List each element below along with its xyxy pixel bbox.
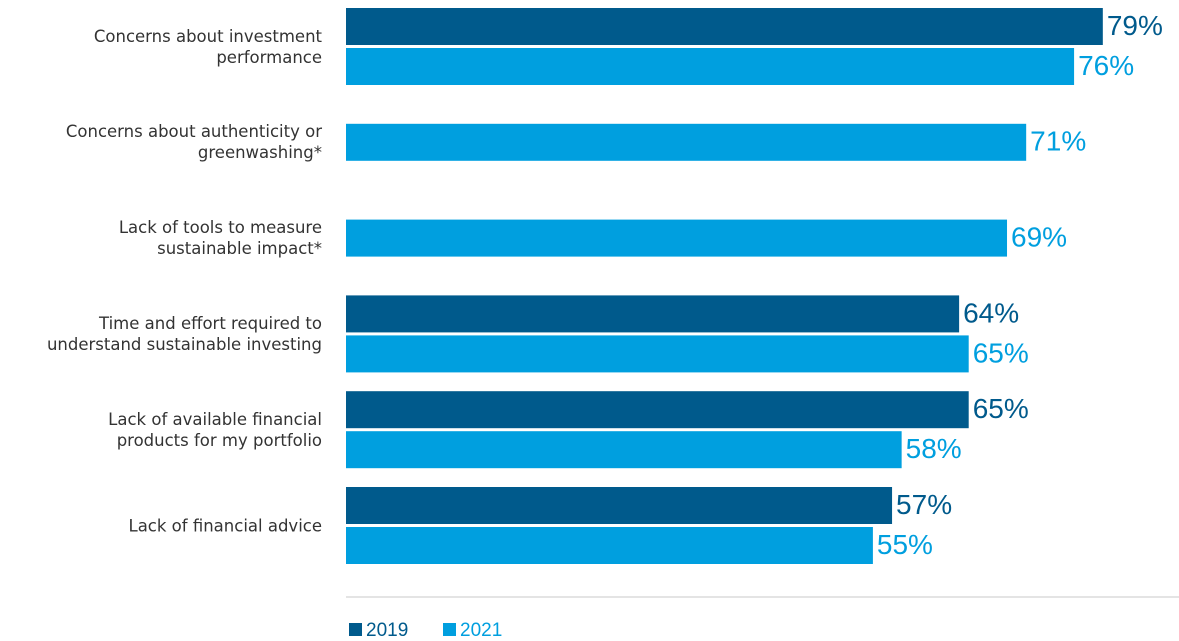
category-label: Lack of financial advice xyxy=(128,516,323,535)
value-label: 57% xyxy=(896,489,952,520)
value-label: 71% xyxy=(1030,126,1086,157)
value-label: 55% xyxy=(877,529,933,560)
value-label: 64% xyxy=(963,297,1019,328)
category-label: Concerns about investment performance xyxy=(93,26,322,67)
bar xyxy=(346,295,960,333)
value-label: 79% xyxy=(1107,10,1163,41)
bar xyxy=(346,123,1027,161)
bar xyxy=(346,219,1008,257)
bar xyxy=(346,8,1103,45)
bar xyxy=(346,48,1075,85)
category-label: Lack of available financial products for… xyxy=(108,409,322,450)
legend-label: 2021 xyxy=(460,620,502,641)
legend-swatch xyxy=(443,623,456,636)
category-label: Concerns about authenticity or greenwash… xyxy=(65,122,322,163)
legend-label: 2019 xyxy=(366,620,408,641)
bar xyxy=(346,335,969,373)
bar xyxy=(346,431,902,469)
bar xyxy=(346,487,893,524)
legend-swatch xyxy=(349,623,362,636)
value-label: 65% xyxy=(973,337,1029,368)
bar xyxy=(346,527,873,564)
bar xyxy=(346,391,969,429)
category-label: Lack of tools to measure sustainable imp… xyxy=(118,218,322,259)
category-label: Time and effort required to understand s… xyxy=(46,313,322,354)
value-label: 58% xyxy=(906,433,962,464)
value-label: 76% xyxy=(1078,50,1134,81)
value-label: 69% xyxy=(1011,221,1067,252)
value-label: 65% xyxy=(973,393,1029,424)
